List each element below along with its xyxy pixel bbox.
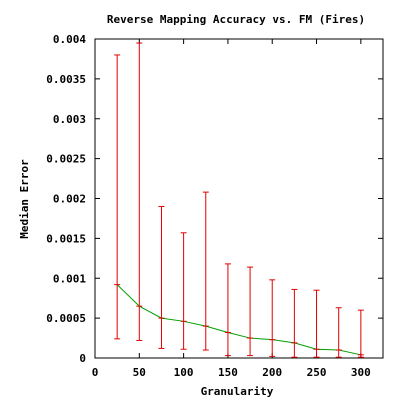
x-axis-label: Granularity xyxy=(201,385,274,398)
y-tick-label: 0.004 xyxy=(53,33,86,46)
y-axis-label: Median Error xyxy=(18,159,31,239)
y-tick-label: 0.003 xyxy=(53,113,86,126)
y-tick-label: 0 xyxy=(79,352,86,365)
y-tick-label: 0.0035 xyxy=(46,73,86,86)
x-tick-label: 50 xyxy=(133,366,146,379)
series-line xyxy=(116,284,361,356)
x-tick-label: 250 xyxy=(307,366,327,379)
y-axis: 0 0.0005 0.001 0.0015 0.002 0.0025 0.003 0.0035… xyxy=(46,33,383,365)
x-tick-label: 0 xyxy=(92,366,99,379)
y-tick-label: 0.0015 xyxy=(46,232,86,245)
x-tick-label: 200 xyxy=(262,366,282,379)
chart-title: Reverse Mapping Accuracy vs. FM (Fires) xyxy=(107,13,365,26)
error-bars xyxy=(114,42,364,358)
x-tick-label: 100 xyxy=(174,366,194,379)
series-group xyxy=(114,284,364,356)
y-tick-label: 0.0025 xyxy=(46,153,86,166)
x-tick-label: 300 xyxy=(351,366,371,379)
y-tick-label: 0.001 xyxy=(53,272,86,285)
x-axis: 0 50 100 150 200 250 300 xyxy=(92,39,371,379)
x-tick-label: 150 xyxy=(218,366,238,379)
y-tick-label: 0.0005 xyxy=(46,312,86,325)
y-tick-label: 0.002 xyxy=(53,193,86,206)
plot-frame xyxy=(94,38,384,359)
